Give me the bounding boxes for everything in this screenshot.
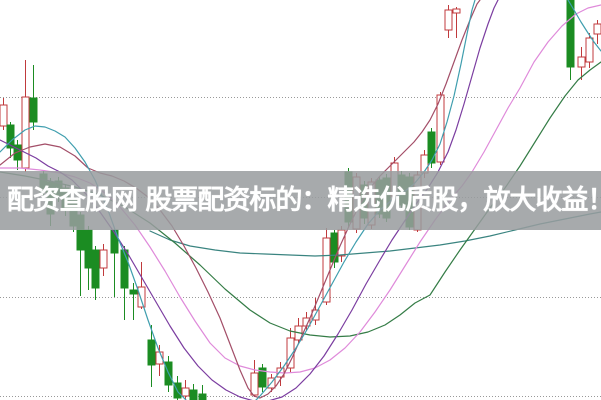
candle-down	[129, 283, 138, 320]
candle-down	[566, 0, 575, 80]
candle-down	[427, 128, 436, 168]
candle-down	[13, 140, 22, 170]
candle-down	[6, 122, 15, 158]
ma-fast-cyan-right	[567, 0, 601, 52]
candle-up	[436, 92, 445, 165]
ma-fast-cyan	[0, 0, 476, 400]
candle-down	[189, 384, 198, 400]
candle-up	[585, 33, 594, 68]
candle-down	[173, 376, 182, 400]
candle-up	[181, 380, 190, 399]
candle-up	[593, 20, 601, 44]
candle-up	[155, 345, 164, 376]
candle-down	[110, 228, 119, 297]
watermark-text: 配资查股网 股票配资标的：精选优质股，放大收益！	[7, 185, 601, 216]
watermark-banner: 配资查股网 股票配资标的：精选优质股，放大收益！	[0, 171, 601, 230]
candle-up	[452, 7, 461, 38]
candle-up	[99, 244, 108, 276]
candle-down	[91, 246, 100, 300]
candle-down	[330, 230, 339, 268]
candle-up	[577, 47, 586, 80]
candle-down	[258, 364, 267, 392]
candle-up	[0, 98, 8, 130]
candle-down	[198, 385, 207, 400]
candle-down	[84, 226, 93, 290]
candle-down	[120, 246, 129, 320]
candle-up	[250, 360, 259, 397]
candle-up	[444, 5, 453, 38]
candle-down	[147, 325, 156, 387]
candle-down	[29, 65, 38, 130]
candle-up	[21, 60, 30, 172]
